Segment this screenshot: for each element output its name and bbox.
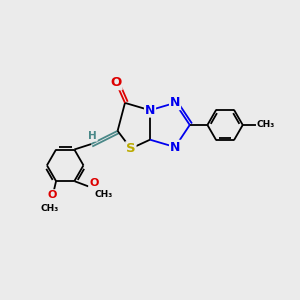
Text: S: S xyxy=(126,142,136,155)
Text: N: N xyxy=(145,104,155,117)
Text: N: N xyxy=(170,141,180,154)
Text: H: H xyxy=(88,131,97,141)
Text: CH₃: CH₃ xyxy=(256,121,275,130)
Text: O: O xyxy=(110,76,122,89)
Text: CH₃: CH₃ xyxy=(94,190,113,199)
Text: N: N xyxy=(170,96,180,110)
Text: O: O xyxy=(47,190,57,200)
Text: CH₃: CH₃ xyxy=(40,204,59,213)
Text: O: O xyxy=(89,178,98,188)
